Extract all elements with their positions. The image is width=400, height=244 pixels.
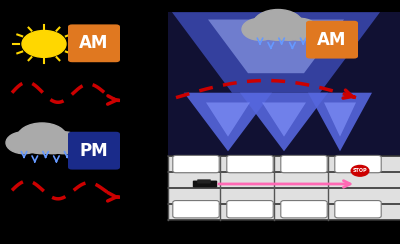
- Polygon shape: [324, 102, 356, 137]
- Polygon shape: [172, 12, 380, 93]
- FancyBboxPatch shape: [281, 155, 327, 173]
- Circle shape: [351, 165, 369, 176]
- FancyBboxPatch shape: [335, 155, 381, 173]
- FancyBboxPatch shape: [68, 24, 120, 62]
- Polygon shape: [262, 102, 306, 137]
- Circle shape: [242, 18, 278, 40]
- Circle shape: [22, 30, 66, 57]
- FancyBboxPatch shape: [227, 201, 273, 218]
- Circle shape: [38, 136, 67, 154]
- Polygon shape: [168, 156, 400, 220]
- Circle shape: [46, 132, 82, 154]
- Circle shape: [17, 123, 67, 154]
- FancyBboxPatch shape: [335, 201, 381, 218]
- FancyBboxPatch shape: [193, 181, 217, 187]
- FancyBboxPatch shape: [227, 155, 273, 173]
- Polygon shape: [208, 20, 344, 73]
- FancyBboxPatch shape: [197, 179, 211, 183]
- FancyBboxPatch shape: [306, 21, 358, 59]
- Polygon shape: [184, 93, 272, 151]
- Polygon shape: [206, 102, 250, 137]
- Circle shape: [253, 10, 303, 40]
- FancyBboxPatch shape: [173, 155, 219, 173]
- Text: AM: AM: [79, 34, 109, 52]
- Text: STOP: STOP: [353, 168, 367, 173]
- Text: PM: PM: [80, 142, 108, 160]
- FancyBboxPatch shape: [68, 132, 120, 170]
- Polygon shape: [240, 93, 328, 151]
- Text: AM: AM: [317, 31, 347, 49]
- FancyBboxPatch shape: [281, 201, 327, 218]
- FancyBboxPatch shape: [173, 201, 219, 218]
- Circle shape: [282, 18, 318, 40]
- Circle shape: [274, 23, 303, 40]
- Polygon shape: [308, 93, 372, 151]
- FancyBboxPatch shape: [168, 12, 400, 159]
- Circle shape: [6, 132, 42, 154]
